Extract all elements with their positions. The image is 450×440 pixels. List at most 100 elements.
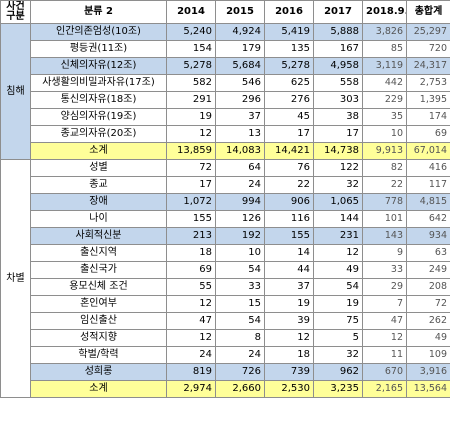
- value-cell: 4,924: [215, 23, 265, 41]
- value-cell: 12: [313, 244, 363, 262]
- category-cell: 종교: [30, 176, 167, 194]
- category-cell: 사회적신분: [30, 227, 167, 245]
- table-row: 학벌/학력 24 24 18 32 11 109: [1, 346, 450, 364]
- value-cell: 24: [215, 346, 265, 364]
- value-cell: 231: [313, 227, 363, 245]
- value-cell: 13,564: [406, 380, 450, 398]
- value-cell: 1,395: [406, 91, 450, 109]
- value-cell: 19: [313, 295, 363, 313]
- value-cell: 49: [406, 329, 450, 347]
- value-cell: 720: [406, 40, 450, 58]
- category-cell: 임신출산: [30, 312, 167, 330]
- value-cell: 32: [313, 176, 363, 194]
- category-cell: 양심의자유(19조): [30, 108, 167, 126]
- value-cell: 276: [264, 91, 314, 109]
- value-cell: 1,065: [313, 193, 363, 211]
- header-year-2014: 2014: [166, 0, 216, 24]
- table-row: 용모신체 조건 55 33 37 54 29 208: [1, 278, 450, 296]
- value-cell: 101: [362, 210, 407, 228]
- category-cell: 종교의자유(20조): [30, 125, 167, 143]
- value-cell: 38: [313, 108, 363, 126]
- value-cell: 5: [313, 329, 363, 347]
- category-cell: 학벌/학력: [30, 346, 167, 364]
- subtotal-label: 소계: [30, 142, 167, 160]
- value-cell: 14: [264, 244, 314, 262]
- value-cell: 7: [362, 295, 407, 313]
- group-type-cell: 차별: [0, 159, 31, 398]
- value-cell: 13: [215, 125, 265, 143]
- value-cell: 29: [362, 278, 407, 296]
- value-cell: 69: [166, 261, 216, 279]
- value-cell: 2,753: [406, 74, 450, 92]
- header-type: 사건 구분: [0, 0, 31, 24]
- value-cell: 109: [406, 346, 450, 364]
- value-cell: 5,419: [264, 23, 314, 41]
- table-row: 양심의자유(19조) 19 37 45 38 35 174: [1, 108, 450, 126]
- value-cell: 17: [166, 176, 216, 194]
- value-cell: 778: [362, 193, 407, 211]
- subtotal-row: 소계 2,974 2,660 2,530 3,235 2,165 13,564: [1, 380, 450, 398]
- value-cell: 54: [215, 261, 265, 279]
- value-cell: 85: [362, 40, 407, 58]
- value-cell: 12: [166, 125, 216, 143]
- header-total: 총합계: [406, 0, 450, 24]
- value-cell: 179: [215, 40, 265, 58]
- value-cell: 45: [264, 108, 314, 126]
- value-cell: 819: [166, 363, 216, 381]
- value-cell: 82: [362, 159, 407, 177]
- value-cell: 5,278: [166, 57, 216, 75]
- value-cell: 5,278: [264, 57, 314, 75]
- value-cell: 117: [406, 176, 450, 194]
- value-cell: 625: [264, 74, 314, 92]
- table-row: 차별 성별 72 64 76 122 82 416: [0, 159, 450, 398]
- subtotal-row: 소계 13,859 14,083 14,421 14,738 9,913 67,014: [1, 142, 450, 160]
- category-cell: 혼인여부: [30, 295, 167, 313]
- value-cell: 49: [313, 261, 363, 279]
- value-cell: 76: [264, 159, 314, 177]
- value-cell: 5,240: [166, 23, 216, 41]
- value-cell: 32: [313, 346, 363, 364]
- value-cell: 33: [362, 261, 407, 279]
- category-cell: 성적지향: [30, 329, 167, 347]
- header-year-2018: 2018.9.: [362, 0, 407, 24]
- value-cell: 18: [264, 346, 314, 364]
- statistics-table: 사건 구분 분류 2 2014 2015 2016 2017 2018.9. 총…: [0, 0, 450, 398]
- table-row: 나이 155 126 116 144 101 642: [1, 210, 450, 228]
- value-cell: 303: [313, 91, 363, 109]
- value-cell: 72: [166, 159, 216, 177]
- value-cell: 22: [362, 176, 407, 194]
- value-cell: 1,072: [166, 193, 216, 211]
- value-cell: 12: [166, 295, 216, 313]
- table-row: 침해 인간의존엄성(10조) 5,240 4,924 5,419 5,888 3,826 25…: [0, 23, 450, 160]
- value-cell: 14,738: [313, 142, 363, 160]
- category-cell: 용모신체 조건: [30, 278, 167, 296]
- value-cell: 642: [406, 210, 450, 228]
- value-cell: 64: [215, 159, 265, 177]
- value-cell: 3,235: [313, 380, 363, 398]
- header-year-2017: 2017: [313, 0, 363, 24]
- subtotal-label: 소계: [30, 380, 167, 398]
- value-cell: 47: [166, 312, 216, 330]
- value-cell: 262: [406, 312, 450, 330]
- table-row: 사회적신분 213 192 155 231 143 934: [1, 227, 450, 245]
- value-cell: 167: [313, 40, 363, 58]
- value-cell: 54: [215, 312, 265, 330]
- value-cell: 726: [215, 363, 265, 381]
- table-row: 종교의자유(20조) 12 13 17 17 10 69: [1, 125, 450, 143]
- table-row: 신체의자유(12조) 5,278 5,684 5,278 4,958 3,119 24,31…: [1, 57, 450, 75]
- value-cell: 2,660: [215, 380, 265, 398]
- value-cell: 35: [362, 108, 407, 126]
- value-cell: 4,815: [406, 193, 450, 211]
- value-cell: 37: [215, 108, 265, 126]
- value-cell: 19: [166, 108, 216, 126]
- category-cell: 신체의자유(12조): [30, 57, 167, 75]
- value-cell: 291: [166, 91, 216, 109]
- value-cell: 116: [264, 210, 314, 228]
- value-cell: 122: [313, 159, 363, 177]
- value-cell: 11: [362, 346, 407, 364]
- header-year-2015: 2015: [215, 0, 265, 24]
- value-cell: 37: [264, 278, 314, 296]
- value-cell: 33: [215, 278, 265, 296]
- header-row: 사건 구분 분류 2 2014 2015 2016 2017 2018.9. 총…: [0, 0, 450, 24]
- value-cell: 5,888: [313, 23, 363, 41]
